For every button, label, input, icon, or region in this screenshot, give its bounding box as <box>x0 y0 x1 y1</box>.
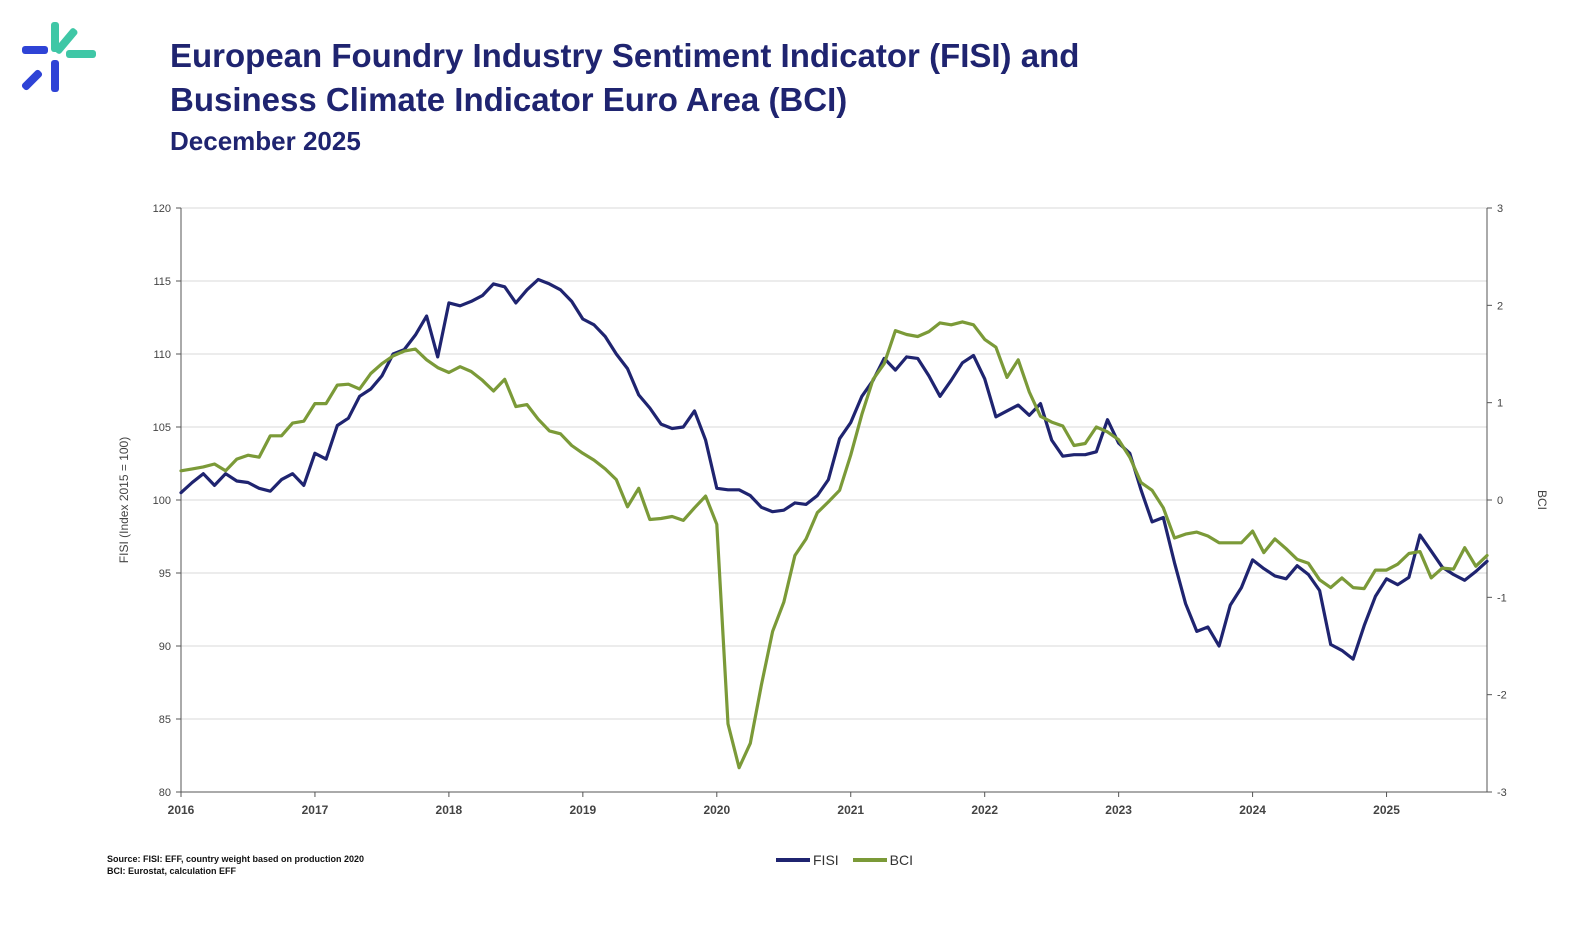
legend-item-fisi: FISI <box>776 852 839 868</box>
y-tick-label: 115 <box>153 276 171 288</box>
series-line-fisi <box>179 277 1489 661</box>
y2-tick-label: 0 <box>1497 495 1503 507</box>
x-tick-label: 2025 <box>1373 803 1400 817</box>
source-note: Source: FISI: EFF, country weight based … <box>107 853 364 877</box>
y2-tick-label: -2 <box>1497 690 1507 702</box>
y-tick-label: 120 <box>153 203 171 215</box>
y-tick-label: 110 <box>153 349 171 361</box>
legend-label-bci: BCI <box>889 852 914 868</box>
x-tick-label: 2019 <box>569 803 596 817</box>
x-tick-label: 2020 <box>703 803 730 817</box>
series-line-bci <box>179 320 1489 770</box>
source-line2: BCI: Eurostat, calculation EFF <box>107 866 237 876</box>
y2-tick-label: 2 <box>1497 300 1503 312</box>
source-line1: Source: FISI: EFF, country weight based … <box>107 854 365 864</box>
company-logo-icon <box>21 22 96 92</box>
y-tick-label: 80 <box>159 787 171 799</box>
legend-item-bci: BCI <box>852 852 914 868</box>
chart-title-line1: European Foundry Industry Sentiment Indi… <box>170 37 1080 74</box>
y-tick-label: 90 <box>159 641 171 653</box>
y-tick-label: 100 <box>153 495 171 507</box>
chart-title-block: European Foundry Industry Sentiment Indi… <box>170 34 1079 158</box>
y-tick-label: 85 <box>159 714 171 726</box>
x-tick-label: 2016 <box>168 803 195 817</box>
x-tick-label: 2023 <box>1105 803 1132 817</box>
legend-swatch-fisi <box>776 858 810 862</box>
x-tick-label: 2024 <box>1239 803 1266 817</box>
y2-tick-label: 3 <box>1497 203 1503 215</box>
y2-tick-label: -1 <box>1497 592 1507 604</box>
y2-tick-label: -3 <box>1497 787 1507 799</box>
y-tick-label: 95 <box>159 568 171 580</box>
y-tick-label: 105 <box>153 422 171 434</box>
y2-axis-title: BCI <box>1535 490 1549 510</box>
chart-subtitle: December 2025 <box>170 126 361 156</box>
x-tick-label: 2022 <box>971 803 998 817</box>
x-tick-label: 2017 <box>302 803 329 817</box>
legend-swatch-bci <box>852 858 887 862</box>
x-tick-label: 2018 <box>436 803 463 817</box>
y-axis-title: FISI (Index 2015 = 100) <box>117 437 131 563</box>
chart-legend: FISI BCI <box>776 852 921 868</box>
x-tick-label: 2021 <box>837 803 864 817</box>
chart-title-line2: Business Climate Indicator Euro Area (BC… <box>170 81 848 118</box>
legend-label-fisi: FISI <box>813 852 839 868</box>
y2-tick-label: 1 <box>1497 398 1503 410</box>
